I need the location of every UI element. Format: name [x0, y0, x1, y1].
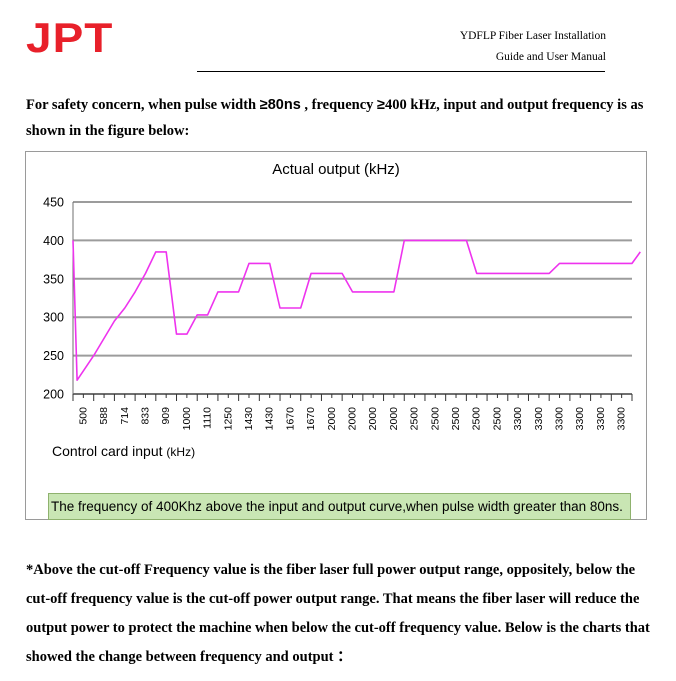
x-tick-label: 3300 [595, 407, 607, 431]
y-tick-label: 300 [43, 311, 64, 325]
x-tick-label: 1670 [305, 407, 317, 431]
y-tick-label: 200 [43, 388, 64, 402]
x-tick-label: 1000 [181, 407, 193, 431]
chart-title: Actual output (kHz) [272, 161, 400, 178]
x-tick-label: 2500 [491, 407, 503, 431]
x-tick-label: 2000 [388, 407, 400, 431]
x-tick-label: 2500 [429, 407, 441, 431]
x-tick-label: 909 [160, 407, 172, 425]
x-tick-label: 1110 [202, 407, 214, 429]
jpt-logo: JPT [26, 14, 114, 61]
x-tick-label: 3300 [554, 407, 566, 431]
intro-paragraph: For safety concern, when pulse width ≥80… [26, 97, 644, 139]
x-tick-label: 2000 [367, 407, 379, 431]
header-divider [197, 71, 605, 72]
y-tick-label: 400 [43, 234, 64, 248]
x-tick-label: 500 [77, 407, 89, 425]
x-tick-label: 1430 [264, 407, 276, 431]
x-tick-label: 2000 [347, 407, 359, 431]
x-axis-title: Control card input (kHz) [52, 443, 196, 459]
x-tick-label: 588 [98, 407, 110, 425]
x-tick-label: 1430 [243, 407, 255, 431]
x-tick-label: 3300 [574, 407, 586, 431]
x-tick-label: 1670 [284, 407, 296, 431]
manual-title-line1: YDFLP Fiber Laser Installation [459, 30, 606, 42]
x-tick-label: 3300 [533, 407, 545, 431]
manual-title-line2: Guide and User Manual [495, 51, 606, 63]
y-tick-label: 450 [43, 196, 64, 210]
y-tick-label: 350 [43, 272, 64, 286]
y-tick-label: 250 [43, 349, 64, 363]
series-line-actual-output [72, 239, 641, 381]
frequency-chart: Actual output (kHz) 450 400 350 300 250 200 50… [25, 151, 647, 520]
cutoff-paragraph: *Above the cut-off Frequency value is th… [26, 562, 650, 665]
x-tick-label: 833 [139, 407, 151, 425]
x-tick-label: 714 [119, 407, 131, 425]
x-tick-label: 2500 [409, 407, 421, 431]
chart-caption: The frequency of 400Khz above the input … [48, 493, 631, 520]
x-tick-label: 3300 [512, 407, 524, 431]
x-tick-label: 2000 [326, 407, 338, 431]
x-tick-label: 1250 [222, 407, 234, 431]
x-tick-label: 2500 [450, 407, 462, 431]
chart-plot: 450 400 350 300 250 200 500 588 714 833 909 1000 111… [43, 196, 641, 431]
x-tick-label: 3300 [616, 407, 628, 431]
x-tick-label: 2500 [471, 407, 483, 431]
